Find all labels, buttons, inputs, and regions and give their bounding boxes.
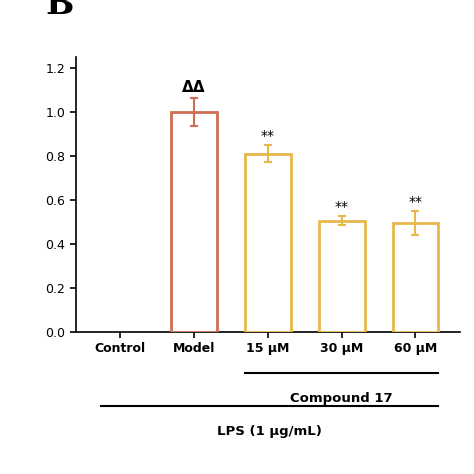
Text: ΔΔ: ΔΔ: [182, 81, 206, 95]
Text: Compound 17: Compound 17: [291, 392, 393, 405]
Bar: [171, 112, 217, 332]
Text: B: B: [45, 0, 73, 21]
Text: **: **: [261, 128, 275, 143]
Bar: [245, 154, 291, 332]
Text: **: **: [335, 200, 349, 214]
Text: LPS (1 μg/mL): LPS (1 μg/mL): [217, 425, 322, 438]
Bar: [392, 223, 438, 332]
Bar: [319, 221, 365, 332]
Text: **: **: [409, 195, 422, 209]
